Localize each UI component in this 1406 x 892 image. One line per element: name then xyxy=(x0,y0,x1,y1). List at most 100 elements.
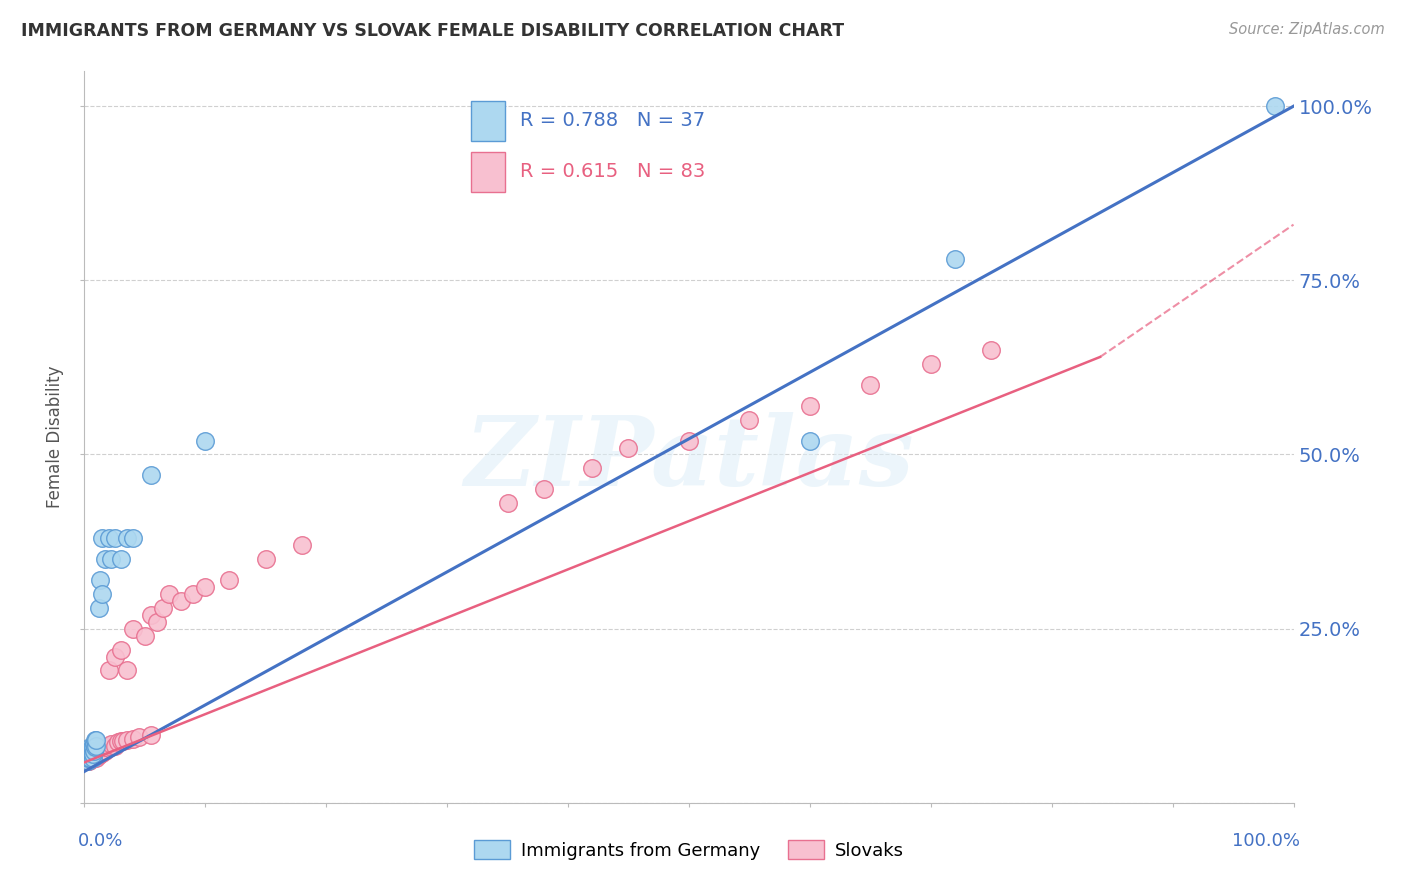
Point xyxy=(194,580,217,594)
Point xyxy=(86,739,108,753)
Point xyxy=(110,552,132,566)
Point xyxy=(87,743,110,757)
Point xyxy=(89,743,111,757)
Point xyxy=(86,750,108,764)
Point xyxy=(980,343,1002,357)
Point xyxy=(77,750,100,764)
Point xyxy=(157,587,180,601)
Point xyxy=(84,740,107,755)
Point xyxy=(100,737,122,751)
Point xyxy=(104,649,127,664)
Point xyxy=(76,753,98,767)
Point xyxy=(83,737,105,751)
Point xyxy=(87,748,110,763)
Point xyxy=(91,743,114,757)
Point xyxy=(617,441,640,455)
Point xyxy=(77,748,100,763)
Point xyxy=(291,538,314,552)
Text: 0.0%: 0.0% xyxy=(79,832,124,850)
Point xyxy=(77,754,100,768)
Point xyxy=(82,747,104,761)
Point xyxy=(97,741,120,756)
Point xyxy=(77,748,100,763)
Point xyxy=(139,468,162,483)
Point xyxy=(121,731,143,746)
Point xyxy=(86,743,108,757)
Point xyxy=(89,747,111,761)
Y-axis label: Female Disability: Female Disability xyxy=(46,366,65,508)
Point xyxy=(121,531,143,545)
Point xyxy=(254,552,277,566)
Point xyxy=(84,748,107,763)
Point xyxy=(79,753,101,767)
Point xyxy=(77,753,100,767)
Point xyxy=(121,622,143,636)
Point xyxy=(134,629,156,643)
Point xyxy=(77,747,100,761)
Point xyxy=(920,357,942,371)
Point xyxy=(80,740,103,755)
Point xyxy=(77,754,100,768)
Point xyxy=(83,746,105,760)
Point xyxy=(91,587,114,601)
Point xyxy=(79,747,101,761)
FancyBboxPatch shape xyxy=(471,101,505,141)
Point xyxy=(104,739,127,753)
Point xyxy=(97,739,120,753)
Point xyxy=(94,743,117,757)
Point xyxy=(80,748,103,763)
Point xyxy=(100,552,122,566)
Point xyxy=(79,751,101,765)
Point xyxy=(139,607,162,622)
Point xyxy=(91,746,114,760)
Text: Source: ZipAtlas.com: Source: ZipAtlas.com xyxy=(1229,22,1385,37)
Point xyxy=(115,531,138,545)
Point xyxy=(80,743,103,757)
Point xyxy=(77,747,100,761)
Point xyxy=(79,740,101,755)
Point xyxy=(146,615,169,629)
Point xyxy=(79,743,101,757)
Point xyxy=(80,747,103,761)
Point xyxy=(115,733,138,747)
Point xyxy=(77,749,100,764)
Point xyxy=(139,727,162,741)
Point xyxy=(84,733,107,747)
Point xyxy=(79,749,101,764)
Point xyxy=(678,434,700,448)
Text: R = 0.788   N = 37: R = 0.788 N = 37 xyxy=(520,112,704,130)
Point xyxy=(107,735,129,749)
Point xyxy=(152,600,174,615)
Point xyxy=(859,377,882,392)
Point xyxy=(86,746,108,760)
Point xyxy=(79,750,101,764)
Point xyxy=(799,434,821,448)
Point xyxy=(194,434,217,448)
Point xyxy=(82,740,104,755)
Point xyxy=(83,750,105,764)
Point xyxy=(91,531,114,545)
Legend: Immigrants from Germany, Slovaks: Immigrants from Germany, Slovaks xyxy=(467,833,911,867)
Point xyxy=(77,750,100,764)
Point xyxy=(79,748,101,763)
Point xyxy=(170,594,193,608)
Text: 100.0%: 100.0% xyxy=(1232,832,1299,850)
Point xyxy=(218,573,240,587)
Point xyxy=(76,750,98,764)
Point xyxy=(84,746,107,760)
Point xyxy=(128,730,150,744)
Point xyxy=(82,751,104,765)
Point xyxy=(97,664,120,678)
Point xyxy=(87,600,110,615)
Point xyxy=(80,750,103,764)
Point xyxy=(77,754,100,768)
Point xyxy=(581,461,603,475)
Point xyxy=(91,740,114,755)
Point xyxy=(77,747,100,761)
Point xyxy=(77,750,100,764)
Text: R = 0.615   N = 83: R = 0.615 N = 83 xyxy=(520,162,704,181)
Point xyxy=(77,747,100,761)
Point xyxy=(496,496,519,510)
Text: IMMIGRANTS FROM GERMANY VS SLOVAK FEMALE DISABILITY CORRELATION CHART: IMMIGRANTS FROM GERMANY VS SLOVAK FEMALE… xyxy=(21,22,844,40)
Point xyxy=(83,748,105,763)
